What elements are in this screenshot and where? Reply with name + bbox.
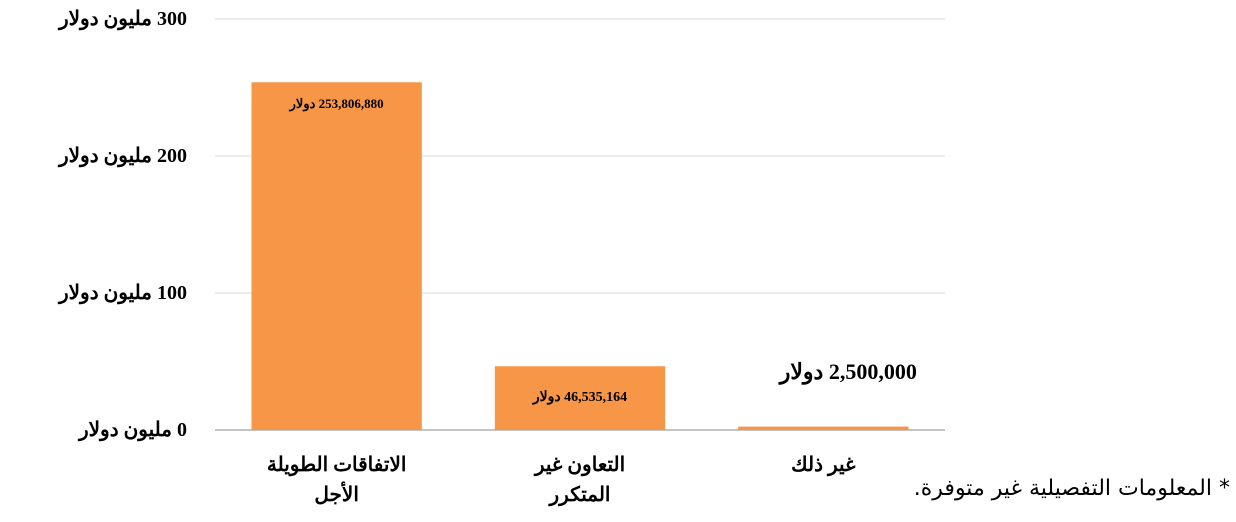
bar bbox=[738, 426, 909, 430]
y-tick-label: 300 مليون دولار bbox=[58, 8, 187, 30]
y-tick-label: 0 مليون دولار bbox=[78, 419, 187, 441]
x-tick-label: الاتفاقات الطويلة الأجل bbox=[266, 454, 407, 506]
y-tick-label: 200 مليون دولار bbox=[58, 145, 187, 167]
bar bbox=[251, 82, 422, 430]
x-tick-label: غير ذلك bbox=[791, 454, 856, 476]
bar bbox=[494, 366, 666, 430]
value-label: 46,535,164 دولار bbox=[532, 390, 628, 406]
value-label: 253,806,880 دولار bbox=[289, 96, 384, 112]
value-label: 2,500,000 دولار bbox=[779, 358, 917, 384]
footnote: * المعلومات التفصيلية غير متوفرة. bbox=[913, 476, 1230, 501]
x-tick-label: التعاون غير المتكرر bbox=[534, 454, 626, 506]
y-tick-label: 100 مليون دولار bbox=[58, 282, 187, 304]
